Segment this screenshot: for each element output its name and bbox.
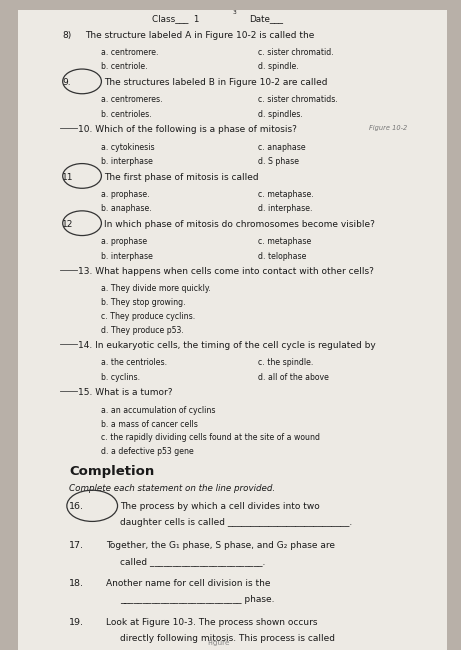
Text: d. all of the above: d. all of the above bbox=[258, 373, 329, 382]
Text: directly following mitosis. This process is called: directly following mitosis. This process… bbox=[120, 634, 335, 644]
Text: 12: 12 bbox=[62, 220, 74, 229]
Text: 10. Which of the following is a phase of mitosis?: 10. Which of the following is a phase of… bbox=[78, 125, 297, 135]
Text: c. They produce cyclins.: c. They produce cyclins. bbox=[101, 312, 195, 321]
Text: a. the centrioles.: a. the centrioles. bbox=[101, 358, 167, 367]
Text: Figure 10-2: Figure 10-2 bbox=[369, 125, 407, 131]
Text: The structures labeled B in Figure 10-2 are called: The structures labeled B in Figure 10-2 … bbox=[104, 78, 327, 87]
Text: a. an accumulation of cyclins: a. an accumulation of cyclins bbox=[101, 406, 216, 415]
Text: a. prophase: a. prophase bbox=[101, 237, 148, 246]
Text: d. S phase: d. S phase bbox=[258, 157, 299, 166]
Text: c. metaphase: c. metaphase bbox=[258, 237, 312, 246]
Text: 9.: 9. bbox=[62, 78, 71, 87]
Text: b. centriole.: b. centriole. bbox=[101, 62, 148, 72]
Text: b. cyclins.: b. cyclins. bbox=[101, 373, 141, 382]
Text: ___________________________ phase.: ___________________________ phase. bbox=[120, 595, 274, 604]
Text: b. interphase: b. interphase bbox=[101, 157, 154, 166]
Text: 3: 3 bbox=[233, 10, 236, 15]
Text: d. spindle.: d. spindle. bbox=[258, 62, 299, 72]
Text: b. a mass of cancer cells: b. a mass of cancer cells bbox=[101, 419, 198, 428]
Text: Completion: Completion bbox=[69, 465, 154, 478]
Text: In which phase of mitosis do chromosomes become visible?: In which phase of mitosis do chromosomes… bbox=[104, 220, 375, 229]
Text: a. prophase.: a. prophase. bbox=[101, 190, 150, 199]
FancyBboxPatch shape bbox=[18, 10, 447, 650]
Text: b. They stop growing.: b. They stop growing. bbox=[101, 298, 186, 307]
Text: Class___  1: Class___ 1 bbox=[152, 14, 200, 23]
Text: 11: 11 bbox=[62, 173, 74, 182]
Text: 13. What happens when cells come into contact with other cells?: 13. What happens when cells come into co… bbox=[78, 267, 374, 276]
Text: b. interphase: b. interphase bbox=[101, 252, 154, 261]
Text: Another name for cell division is the: Another name for cell division is the bbox=[106, 579, 271, 588]
Text: d. They produce p53.: d. They produce p53. bbox=[101, 326, 184, 335]
Text: c. the spindle.: c. the spindle. bbox=[258, 358, 313, 367]
Text: Look at Figure 10-3. The process shown occurs: Look at Figure 10-3. The process shown o… bbox=[106, 618, 318, 627]
Text: Complete each statement on the line provided.: Complete each statement on the line prov… bbox=[69, 484, 275, 493]
Text: Figure: Figure bbox=[207, 640, 230, 645]
Text: c. metaphase.: c. metaphase. bbox=[258, 190, 314, 199]
Text: 16.: 16. bbox=[69, 502, 84, 511]
Text: The structure labeled A in Figure 10-2 is called the: The structure labeled A in Figure 10-2 i… bbox=[85, 31, 315, 40]
Text: b. anaphase.: b. anaphase. bbox=[101, 204, 152, 213]
Text: The process by which a cell divides into two: The process by which a cell divides into… bbox=[120, 502, 319, 511]
Text: d. interphase.: d. interphase. bbox=[258, 204, 313, 213]
Text: d. telophase: d. telophase bbox=[258, 252, 307, 261]
Text: called _________________________.: called _________________________. bbox=[120, 556, 265, 566]
Text: 15. What is a tumor?: 15. What is a tumor? bbox=[78, 389, 173, 397]
Text: a. cytokinesis: a. cytokinesis bbox=[101, 142, 155, 151]
Text: 18.: 18. bbox=[69, 579, 84, 588]
Text: c. sister chromatids.: c. sister chromatids. bbox=[258, 96, 338, 105]
Text: c. the rapidly dividing cells found at the site of a wound: c. the rapidly dividing cells found at t… bbox=[101, 434, 320, 443]
Text: d. a defective p53 gene: d. a defective p53 gene bbox=[101, 447, 194, 456]
Text: The first phase of mitosis is called: The first phase of mitosis is called bbox=[104, 173, 258, 182]
Text: c. anaphase: c. anaphase bbox=[258, 142, 306, 151]
Text: a. centromeres.: a. centromeres. bbox=[101, 96, 163, 105]
Text: Together, the G₁ phase, S phase, and G₂ phase are: Together, the G₁ phase, S phase, and G₂ … bbox=[106, 541, 335, 550]
Text: b. centrioles.: b. centrioles. bbox=[101, 110, 152, 119]
Text: c. sister chromatid.: c. sister chromatid. bbox=[258, 48, 334, 57]
Text: Date___: Date___ bbox=[249, 14, 283, 23]
Text: 8): 8) bbox=[62, 31, 71, 40]
Text: a. They divide more quickly.: a. They divide more quickly. bbox=[101, 285, 211, 293]
Text: 17.: 17. bbox=[69, 541, 84, 550]
Text: 19.: 19. bbox=[69, 618, 84, 627]
Text: a. centromere.: a. centromere. bbox=[101, 48, 159, 57]
Text: 14. In eukaryotic cells, the timing of the cell cycle is regulated by: 14. In eukaryotic cells, the timing of t… bbox=[78, 341, 376, 350]
Text: daughter cells is called ___________________________.: daughter cells is called _______________… bbox=[120, 518, 352, 527]
Text: d. spindles.: d. spindles. bbox=[258, 110, 303, 119]
